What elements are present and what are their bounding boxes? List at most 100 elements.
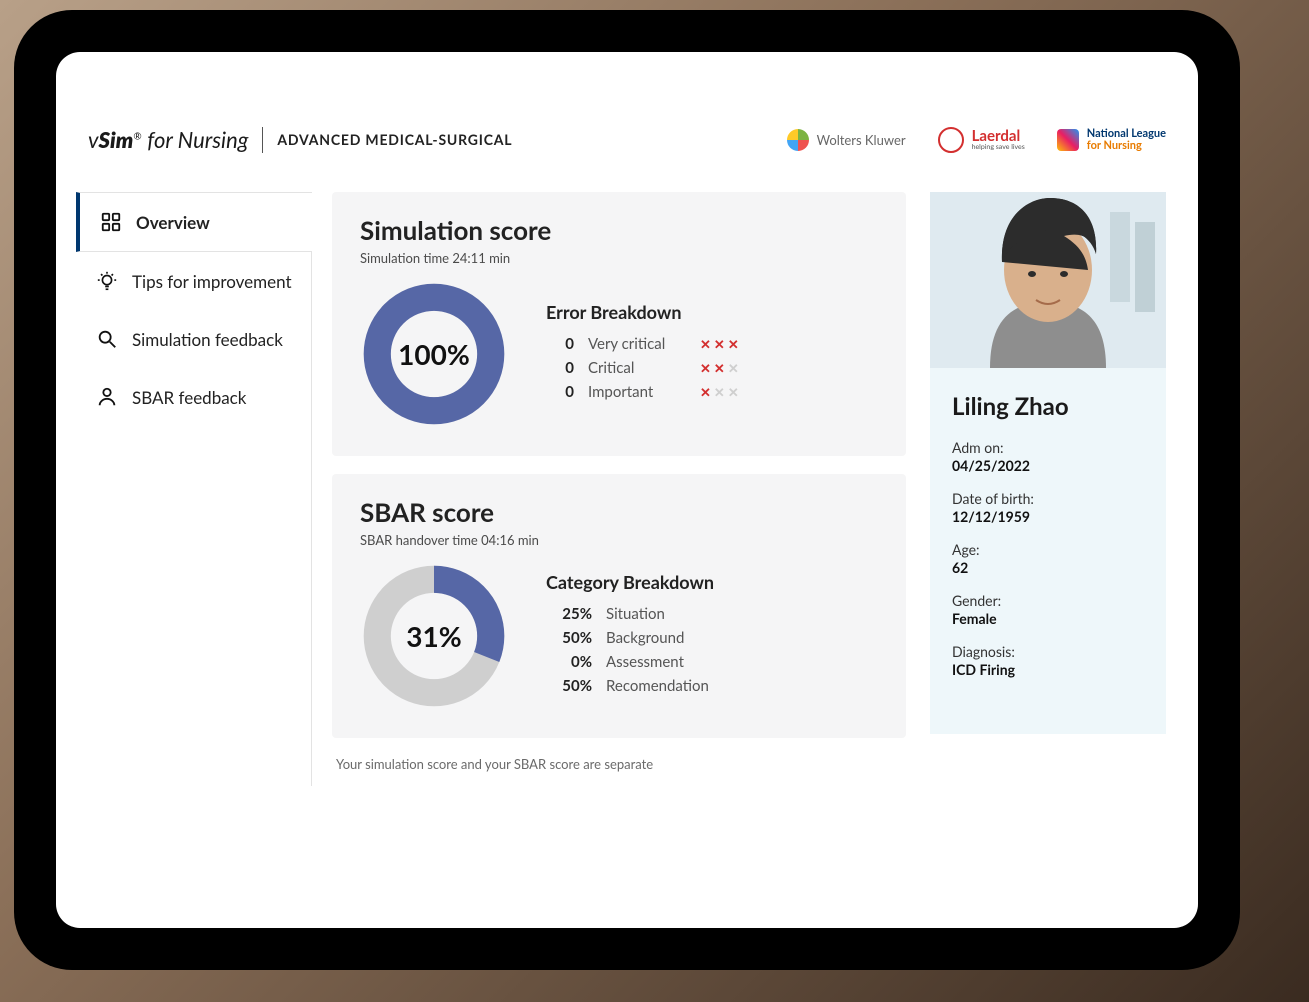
sbar-score-card: SBAR score SBAR handover time 04:16 min …	[332, 474, 906, 738]
field-value: 04/25/2022	[952, 457, 1144, 474]
brand-sim: Sim	[99, 126, 134, 153]
simulation-score-card: Simulation score Simulation time 24:11 m…	[332, 192, 906, 456]
brand-v: v	[88, 126, 99, 153]
nav-label: Overview	[136, 212, 210, 233]
nav-sim-feedback[interactable]: Simulation feedback	[76, 310, 311, 368]
card-title: SBAR score	[360, 496, 878, 528]
error-count: 0	[546, 383, 574, 401]
nln-line2: for Nursing	[1087, 140, 1166, 152]
brand: vSim® for Nursing ADVANCED MEDICAL-SURGI…	[88, 126, 512, 153]
error-label: Critical	[588, 359, 686, 377]
patient-field: Gender:Female	[952, 592, 1144, 627]
nln-line1: National League	[1087, 128, 1166, 140]
nav-sbar-feedback[interactable]: SBAR feedback	[76, 368, 311, 426]
brand-divider	[262, 127, 263, 153]
patient-name: Liling Zhao	[952, 392, 1144, 421]
partner-wolters-kluwer: Wolters Kluwer	[787, 129, 906, 151]
field-value: ICD Firing	[952, 661, 1144, 678]
lightbulb-icon	[96, 270, 118, 292]
sbar-donut: 31%	[360, 562, 508, 710]
x-mark-icon: ✕	[728, 360, 739, 377]
x-marks: ✕✕✕	[700, 336, 739, 353]
nav-label: Simulation feedback	[132, 329, 283, 350]
x-mark-icon: ✕	[700, 336, 711, 353]
category-percent: 50%	[546, 629, 592, 647]
laerdal-label: Laerdal	[972, 129, 1025, 144]
nav-label: Tips for improvement	[132, 271, 292, 292]
nav-label: SBAR feedback	[132, 387, 246, 408]
x-mark-icon: ✕	[700, 384, 711, 401]
brand-suffix: for Nursing	[147, 126, 248, 153]
category-label: Background	[606, 629, 704, 647]
main-content: Simulation score Simulation time 24:11 m…	[332, 192, 906, 772]
laerdal-tag: helping save lives	[972, 144, 1025, 151]
error-label: Very critical	[588, 335, 686, 353]
brand-reg: ®	[133, 131, 141, 143]
nav-tips[interactable]: Tips for improvement	[76, 252, 311, 310]
x-mark-icon: ✕	[700, 360, 711, 377]
patient-avatar	[930, 192, 1166, 368]
category-percent: 50%	[546, 677, 592, 695]
partner-laerdal: Laerdal helping save lives	[938, 127, 1025, 153]
x-mark-icon: ✕	[714, 384, 725, 401]
card-subtitle: Simulation time 24:11 min	[360, 250, 878, 266]
nln-icon	[1057, 129, 1079, 151]
category-row: 50% Background	[546, 629, 714, 647]
category-percent: 0%	[546, 653, 592, 671]
category-row: 25% Situation	[546, 605, 714, 623]
header: vSim® for Nursing ADVANCED MEDICAL-SURGI…	[88, 126, 1166, 153]
category-row: 0% Assessment	[546, 653, 714, 671]
field-key: Diagnosis:	[952, 643, 1144, 660]
x-marks: ✕✕✕	[700, 384, 739, 401]
wk-label: Wolters Kluwer	[817, 132, 906, 148]
donut-percent: 100%	[360, 280, 508, 428]
simulation-donut: 100%	[360, 280, 508, 428]
person-icon	[96, 386, 118, 408]
field-value: Female	[952, 610, 1144, 627]
patient-field: Age:62	[952, 541, 1144, 576]
x-mark-icon: ✕	[714, 336, 725, 353]
card-subtitle: SBAR handover time 04:16 min	[360, 532, 878, 548]
patient-field: Adm on:04/25/2022	[952, 439, 1144, 474]
error-row: 0Critical✕✕✕	[546, 359, 739, 377]
category-percent: 25%	[546, 605, 592, 623]
breakdown-title: Error Breakdown	[546, 301, 739, 323]
field-value: 62	[952, 559, 1144, 576]
sidebar: Overview Tips for improvement Simulation…	[76, 192, 312, 786]
breakdown-title: Category Breakdown	[546, 571, 714, 593]
x-marks: ✕✕✕	[700, 360, 739, 377]
patient-panel: Liling Zhao Adm on:04/25/2022 Date of bir…	[930, 192, 1166, 734]
patient-card: Liling Zhao Adm on:04/25/2022 Date of bir…	[930, 368, 1166, 734]
field-key: Adm on:	[952, 439, 1144, 456]
x-mark-icon: ✕	[728, 384, 739, 401]
footnote: Your simulation score and your SBAR scor…	[336, 756, 906, 772]
grid-icon	[100, 211, 122, 233]
field-key: Age:	[952, 541, 1144, 558]
x-mark-icon: ✕	[714, 360, 725, 377]
category-label: Recomendation	[606, 677, 709, 695]
category-label: Situation	[606, 605, 704, 623]
error-count: 0	[546, 335, 574, 353]
category-breakdown: Category Breakdown 25% Situation 50% Backgr…	[546, 571, 714, 701]
error-row: 0Important✕✕✕	[546, 383, 739, 401]
patient-field: Date of birth:12/12/1959	[952, 490, 1144, 525]
partner-logos: Wolters Kluwer Laerdal helping save live…	[787, 127, 1166, 153]
category-label: Assessment	[606, 653, 704, 671]
card-title: Simulation score	[360, 214, 878, 246]
brand-logo: vSim® for Nursing	[88, 126, 248, 153]
field-key: Gender:	[952, 592, 1144, 609]
category-row: 50% Recomendation	[546, 677, 714, 695]
app-screen: vSim® for Nursing ADVANCED MEDICAL-SURGI…	[56, 52, 1198, 928]
tablet-frame: vSim® for Nursing ADVANCED MEDICAL-SURGI…	[14, 10, 1240, 970]
patient-field: Diagnosis:ICD Firing	[952, 643, 1144, 678]
donut-percent: 31%	[360, 562, 508, 710]
field-key: Date of birth:	[952, 490, 1144, 507]
wk-icon	[787, 129, 809, 151]
laerdal-icon	[938, 127, 964, 153]
nav-overview[interactable]: Overview	[76, 192, 312, 252]
error-row: 0Very critical✕✕✕	[546, 335, 739, 353]
partner-nln: National League for Nursing	[1057, 128, 1166, 151]
search-icon	[96, 328, 118, 350]
course-title: ADVANCED MEDICAL-SURGICAL	[277, 131, 512, 148]
x-mark-icon: ✕	[728, 336, 739, 353]
